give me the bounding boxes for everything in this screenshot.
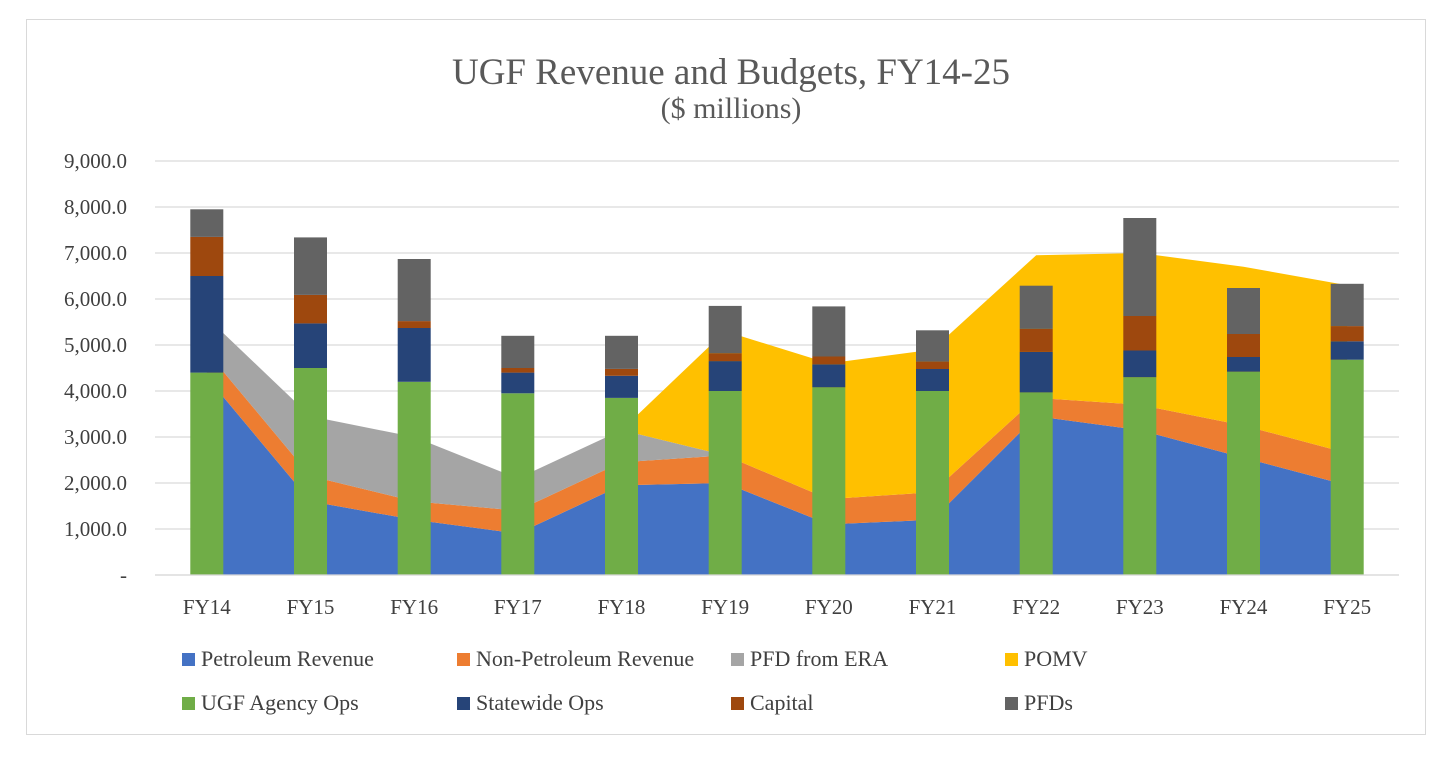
- x-tick-label: FY15: [287, 595, 335, 619]
- bar-capital: [1227, 334, 1260, 357]
- bar-capital: [1019, 328, 1053, 352]
- bar-ugf-agency-ops: [812, 387, 846, 575]
- x-tick-label: FY19: [701, 595, 749, 619]
- legend-swatch: [182, 653, 195, 666]
- y-tick-label: 1,000.0: [64, 517, 127, 541]
- bar-pfds: [190, 209, 224, 237]
- chart-svg: UGF Revenue and Budgets, FY14-25 ($ mill…: [64, 52, 1399, 715]
- legend-label: PFD from ERA: [750, 646, 888, 671]
- bar-capital: [190, 236, 224, 276]
- legend-label: PFDs: [1024, 690, 1073, 715]
- bar-ugf-agency-ops: [190, 372, 224, 575]
- legend-label: UGF Agency Ops: [201, 690, 359, 715]
- bar-statewide-ops: [812, 364, 846, 388]
- bar-statewide-ops: [1123, 350, 1157, 378]
- bar-ugf-agency-ops: [1227, 371, 1260, 575]
- bar-statewide-ops: [916, 368, 949, 391]
- bar-ugf-agency-ops: [1330, 359, 1364, 575]
- x-tick-label: FY16: [390, 595, 438, 619]
- bar-statewide-ops: [605, 375, 638, 398]
- x-tick-label: FY21: [909, 595, 957, 619]
- bar-capital: [812, 356, 846, 365]
- x-tick-label: FY20: [805, 595, 853, 619]
- bar-ugf-agency-ops: [916, 391, 949, 575]
- budget-bars: [190, 209, 1364, 575]
- bar-ugf-agency-ops: [605, 397, 638, 575]
- area-petroleum-revenue: [206, 377, 1348, 575]
- bar-ugf-agency-ops: [294, 368, 327, 575]
- bar-pfds: [501, 335, 535, 368]
- x-tick-label: FY22: [1012, 595, 1060, 619]
- bar-capital: [1330, 326, 1364, 342]
- bar-ugf-agency-ops: [1019, 392, 1053, 575]
- x-tick-label: FY14: [183, 595, 231, 619]
- legend-swatch: [1005, 653, 1018, 666]
- y-tick-label: 6,000.0: [64, 287, 127, 311]
- bar-pfds: [1019, 285, 1053, 329]
- chart-subtitle: ($ millions): [661, 92, 802, 125]
- area-non-petroleum-revenue: [206, 351, 1348, 534]
- bar-capital: [294, 294, 327, 324]
- legend-swatch: [731, 653, 744, 666]
- chart-frame: UGF Revenue and Budgets, FY14-25 ($ mill…: [26, 19, 1426, 735]
- y-tick-label: 8,000.0: [64, 195, 127, 219]
- axes: - 1,000.0 2,000.0 3,000.0 4,000.0 5,000.0 6,00…: [64, 149, 1399, 619]
- bar-capital: [708, 353, 742, 362]
- legend-label: Non-Petroleum Revenue: [476, 646, 694, 671]
- bar-pfds: [605, 335, 638, 369]
- legend-label: Petroleum Revenue: [201, 646, 374, 671]
- legend-label: Statewide Ops: [476, 690, 604, 715]
- y-tick-label: 4,000.0: [64, 379, 127, 403]
- bar-pfds: [708, 305, 742, 354]
- bar-capital: [397, 321, 431, 328]
- bar-pfds: [294, 237, 327, 295]
- bar-pfds: [916, 330, 949, 362]
- bar-ugf-agency-ops: [708, 391, 742, 575]
- bar-pfds: [1330, 283, 1364, 327]
- bar-statewide-ops: [294, 323, 327, 368]
- legend-label: Capital: [750, 690, 814, 715]
- y-tick-label: 3,000.0: [64, 425, 127, 449]
- legend-swatch: [182, 697, 195, 710]
- y-tick-label: 9,000.0: [64, 149, 127, 173]
- y-tick-label: 5,000.0: [64, 333, 127, 357]
- bar-statewide-ops: [501, 372, 535, 394]
- bar-ugf-agency-ops: [397, 381, 431, 575]
- bar-capital: [916, 361, 949, 369]
- bar-pfds: [812, 306, 846, 357]
- x-tick-label: FY17: [494, 595, 542, 619]
- legend-swatch: [1005, 697, 1018, 710]
- legend-swatch: [457, 697, 470, 710]
- bar-pfds: [1227, 288, 1260, 334]
- bar-statewide-ops: [708, 361, 742, 391]
- legend-label: POMV: [1024, 646, 1088, 671]
- legend-swatch: [731, 697, 744, 710]
- bar-statewide-ops: [397, 328, 431, 382]
- chart-title: UGF Revenue and Budgets, FY14-25: [452, 52, 1010, 93]
- bar-pfds: [397, 259, 431, 322]
- x-tick-label: FY24: [1220, 595, 1268, 619]
- x-tick-label: FY25: [1323, 595, 1371, 619]
- bar-statewide-ops: [1019, 351, 1053, 393]
- bar-ugf-agency-ops: [1123, 377, 1157, 575]
- x-tick-label: FY23: [1116, 595, 1164, 619]
- x-tick-label: FY18: [598, 595, 646, 619]
- bar-capital: [501, 368, 535, 373]
- y-tick-label: -: [120, 563, 127, 587]
- bar-capital: [1123, 316, 1157, 351]
- legend-swatch: [457, 653, 470, 666]
- y-tick-label: 7,000.0: [64, 241, 127, 265]
- bar-statewide-ops: [1330, 341, 1364, 360]
- bar-pfds: [1123, 218, 1157, 316]
- y-tick-label: 2,000.0: [64, 471, 127, 495]
- bar-statewide-ops: [190, 276, 224, 373]
- bar-statewide-ops: [1227, 357, 1260, 372]
- bar-ugf-agency-ops: [501, 393, 535, 575]
- bar-capital: [605, 368, 638, 376]
- legend: Petroleum Revenue Non-Petroleum Revenue PF…: [182, 646, 1088, 715]
- revenue-areas: [206, 253, 1348, 575]
- area-pomv: [206, 253, 1348, 500]
